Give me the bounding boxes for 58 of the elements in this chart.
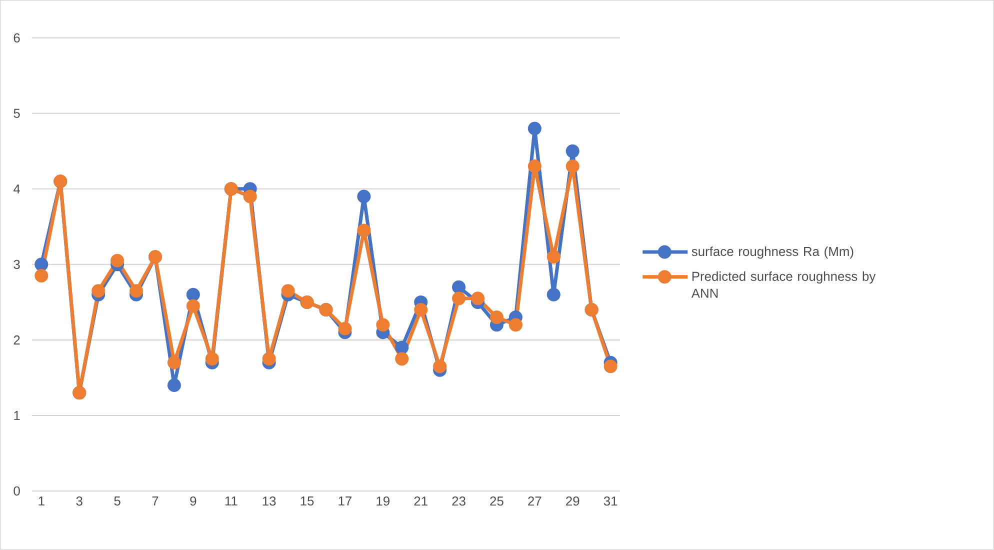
point [34,269,48,283]
point [167,378,181,392]
x-tick-label: 11 [225,496,238,506]
point [414,303,428,317]
point [528,160,542,174]
point [395,352,409,366]
point [186,299,200,313]
y-tick-label: 5 [14,108,20,118]
x-tick-label: 29 [566,496,580,506]
point [604,360,618,374]
point [546,288,560,302]
point [92,284,106,298]
point [243,190,257,204]
point [130,284,144,298]
x-tick-label: 19 [376,496,390,506]
x-tick-label: 5 [114,496,120,506]
x-tick-label: 27 [528,496,542,506]
point [452,280,466,294]
point [338,322,352,336]
y-tick-label: 0 [14,486,20,496]
y-tick-label: 4 [13,184,20,194]
x-tick-label: 17 [338,496,352,506]
point [281,284,295,298]
point [110,254,124,268]
point [395,340,409,354]
x-tick-label: 31 [604,496,618,506]
point [566,160,580,174]
x-tick-label: 1 [38,496,44,506]
x-tick-label: 13 [262,496,276,506]
y-tick-label: 6 [14,33,20,43]
x-tick-label: 15 [300,496,314,506]
point [357,190,371,204]
point [376,318,390,332]
legend-label: surface roughness Ra (Mm) [692,246,854,259]
point [508,318,522,332]
point [433,360,447,374]
point [471,292,484,306]
legend-label: Predicted surface roughness by ANN [691,271,876,298]
point [262,352,276,366]
point [34,258,48,272]
x-tick-label: 3 [76,496,82,506]
point [357,224,371,238]
point [546,250,560,264]
x-tick-label: 7 [152,496,158,506]
point [528,122,542,136]
y-tick-label: 2 [14,335,20,345]
x-tick-label: 9 [190,496,196,506]
point [452,292,466,306]
x-tick-label: 23 [452,496,466,506]
point [205,352,219,366]
point [490,310,504,324]
point [167,356,181,370]
y-tick-label: 1 [14,411,20,420]
point [566,144,580,158]
x-tick-label: 25 [490,496,504,506]
y-tick-label: 3 [14,260,20,270]
x-tick-label: 21 [414,496,428,506]
point [186,288,200,302]
